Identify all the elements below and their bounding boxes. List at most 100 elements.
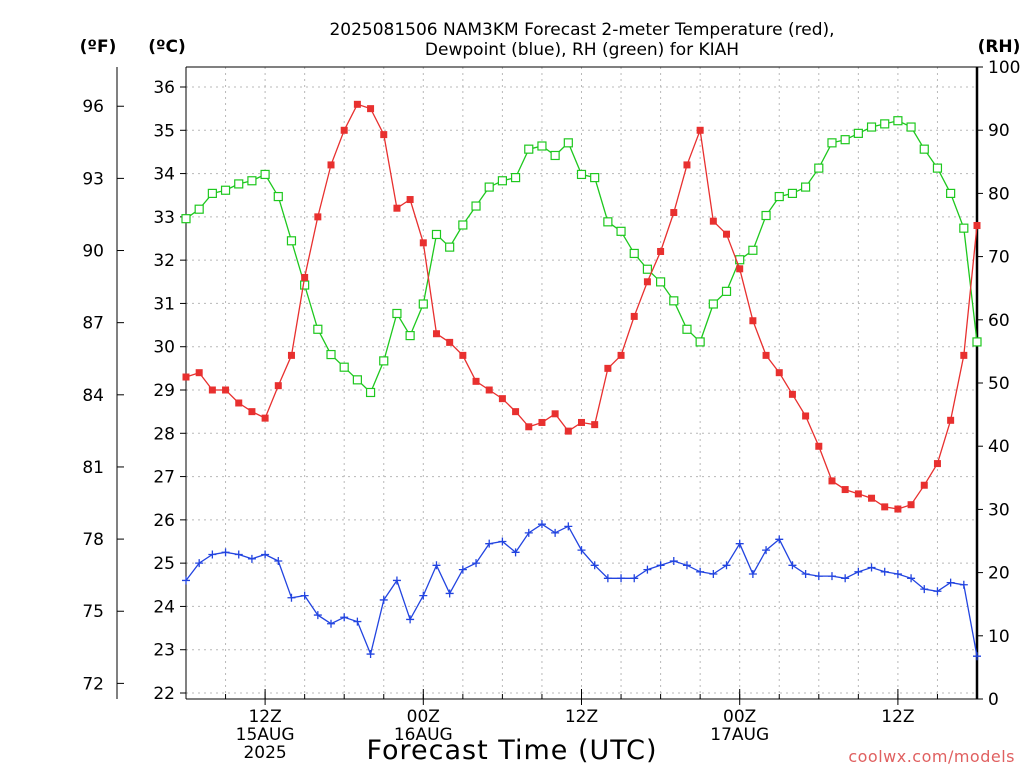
rh-point — [946, 188, 956, 198]
temperature-point — [446, 338, 454, 346]
rh-point — [497, 176, 507, 186]
rh-point — [326, 349, 336, 360]
temperature-point — [723, 230, 731, 238]
rh-point — [708, 299, 718, 309]
dewpoint-point — [669, 556, 678, 565]
dewpoint-point — [432, 561, 441, 570]
dewpoint-point — [392, 576, 401, 585]
x-tick-label: 00Z — [407, 707, 440, 727]
rh-point — [471, 201, 481, 211]
rh-point — [431, 229, 442, 240]
dewpoint-point — [920, 585, 929, 594]
fahrenheit-tick-label: 87 — [82, 314, 104, 334]
temperature-point — [538, 418, 546, 426]
rh-point — [392, 308, 402, 319]
rh-point — [352, 375, 362, 385]
temperature-point — [287, 351, 295, 359]
rh-tick-label: 70 — [988, 248, 1010, 268]
temperature-point — [459, 351, 467, 359]
temperature-point — [736, 265, 744, 273]
dewpoint-point — [735, 539, 744, 548]
dewpoint-point — [274, 556, 283, 565]
temperature-point — [920, 481, 928, 489]
dewpoint-point — [973, 652, 981, 661]
rh-point — [207, 188, 217, 198]
temperature-point — [960, 351, 968, 359]
dewpoint-point — [458, 565, 467, 574]
dewpoint-point — [854, 567, 863, 576]
dewpoint-point — [801, 569, 810, 578]
dewpoint-point — [748, 569, 757, 578]
dewpoint-point — [696, 567, 705, 576]
rh-point — [484, 182, 494, 192]
temperature-point — [380, 131, 388, 139]
x-tick-label: 12Z — [881, 707, 914, 727]
temperature-point — [340, 126, 348, 134]
celsius-tick-label: 28 — [153, 424, 175, 444]
temperature-point — [195, 369, 203, 377]
temperature-point — [274, 382, 282, 390]
temperature-point — [947, 416, 955, 424]
dewpoint-point — [814, 572, 823, 581]
rh-point — [721, 286, 732, 296]
rh-point — [273, 191, 283, 202]
x-tick-label: 12Z — [248, 707, 281, 727]
x-tick-label: 00Z — [723, 707, 756, 727]
fahrenheit-tick-label: 81 — [82, 458, 104, 478]
dewpoint-point — [300, 591, 309, 600]
temperature-point — [485, 386, 493, 394]
temperature-point — [261, 414, 269, 422]
dewpoint-point — [788, 561, 797, 570]
temperature-point — [472, 377, 480, 385]
dewpoint-point — [551, 528, 560, 537]
rh-point — [365, 387, 376, 398]
dewpoint-point — [577, 546, 586, 555]
dewpoint-point — [907, 574, 916, 583]
fahrenheit-tick-label: 93 — [82, 169, 104, 189]
temperature-point — [841, 486, 849, 494]
temperature-point — [973, 222, 981, 230]
temperature-point — [301, 273, 309, 281]
temperature-point — [683, 161, 691, 169]
celsius-tick-label: 30 — [153, 338, 175, 358]
dewpoint-point — [603, 574, 612, 583]
rh-point — [418, 299, 428, 309]
temperature-point — [327, 161, 335, 169]
rh-point — [629, 248, 639, 259]
celsius-tick-label: 27 — [153, 468, 175, 488]
temperature-point — [775, 369, 783, 377]
temperature-point — [788, 390, 796, 398]
dewpoint-point — [195, 559, 204, 568]
temperature-point — [762, 351, 770, 359]
dewpoint-point — [313, 611, 322, 620]
rh-line — [185, 120, 978, 394]
rh-point — [220, 185, 231, 195]
rh-point — [682, 324, 692, 334]
rh-point — [906, 122, 916, 132]
temperature-point — [551, 410, 559, 418]
rh-point — [748, 245, 758, 255]
rh-point — [339, 362, 349, 372]
temperature-point — [393, 204, 401, 212]
dewpoint-point — [406, 615, 415, 624]
rh-tick-label: 100 — [988, 58, 1020, 78]
dewpoint-point — [841, 574, 850, 583]
axes — [116, 66, 983, 705]
rh-point — [563, 138, 573, 148]
source-credit: coolwx.com/models — [848, 747, 1015, 766]
temperature-point — [314, 213, 322, 221]
dewpoint-point — [353, 617, 362, 626]
dewpoint-point — [867, 563, 876, 572]
rh-point — [524, 144, 534, 154]
rh-point — [590, 173, 600, 183]
dewpoint-point — [656, 561, 665, 570]
dewpoint-point — [485, 539, 494, 548]
dewpoint-point — [630, 574, 639, 583]
rh-point — [234, 179, 244, 189]
dewpoint-series — [182, 520, 981, 661]
dewpoint-point — [208, 550, 217, 559]
dewpoint-point — [946, 578, 955, 587]
dewpoint-point — [287, 593, 296, 602]
rh-point — [550, 150, 560, 161]
dewpoint-point — [827, 572, 836, 581]
